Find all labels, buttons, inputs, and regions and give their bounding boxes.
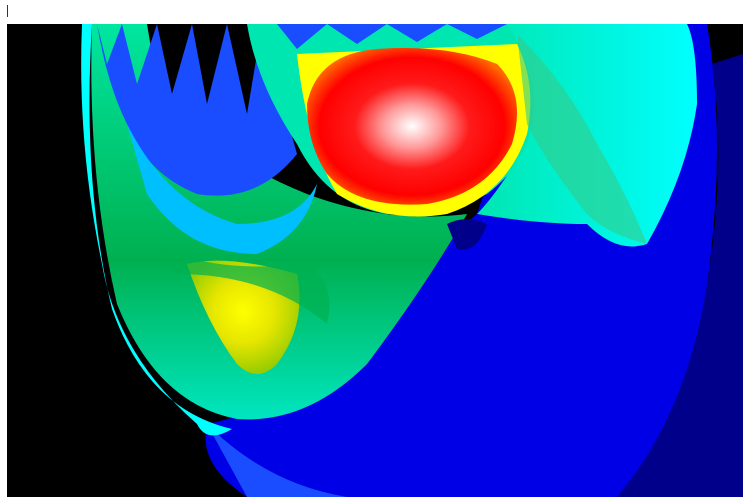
contour-render <box>81 24 743 497</box>
green-band-mid <box>157 244 330 324</box>
render-viewport[interactable] <box>7 24 743 497</box>
top-left-cyan-spikes <box>127 124 317 254</box>
deep-blue-edge <box>617 54 743 497</box>
top-left-blue-spikes <box>97 24 297 196</box>
blue-top-fringe <box>277 24 507 49</box>
lower-blue-band <box>207 424 347 497</box>
red-hotspot <box>307 48 517 205</box>
window-edge-tick <box>7 5 8 17</box>
right-green-band <box>517 34 647 244</box>
dark-notch <box>447 219 487 250</box>
